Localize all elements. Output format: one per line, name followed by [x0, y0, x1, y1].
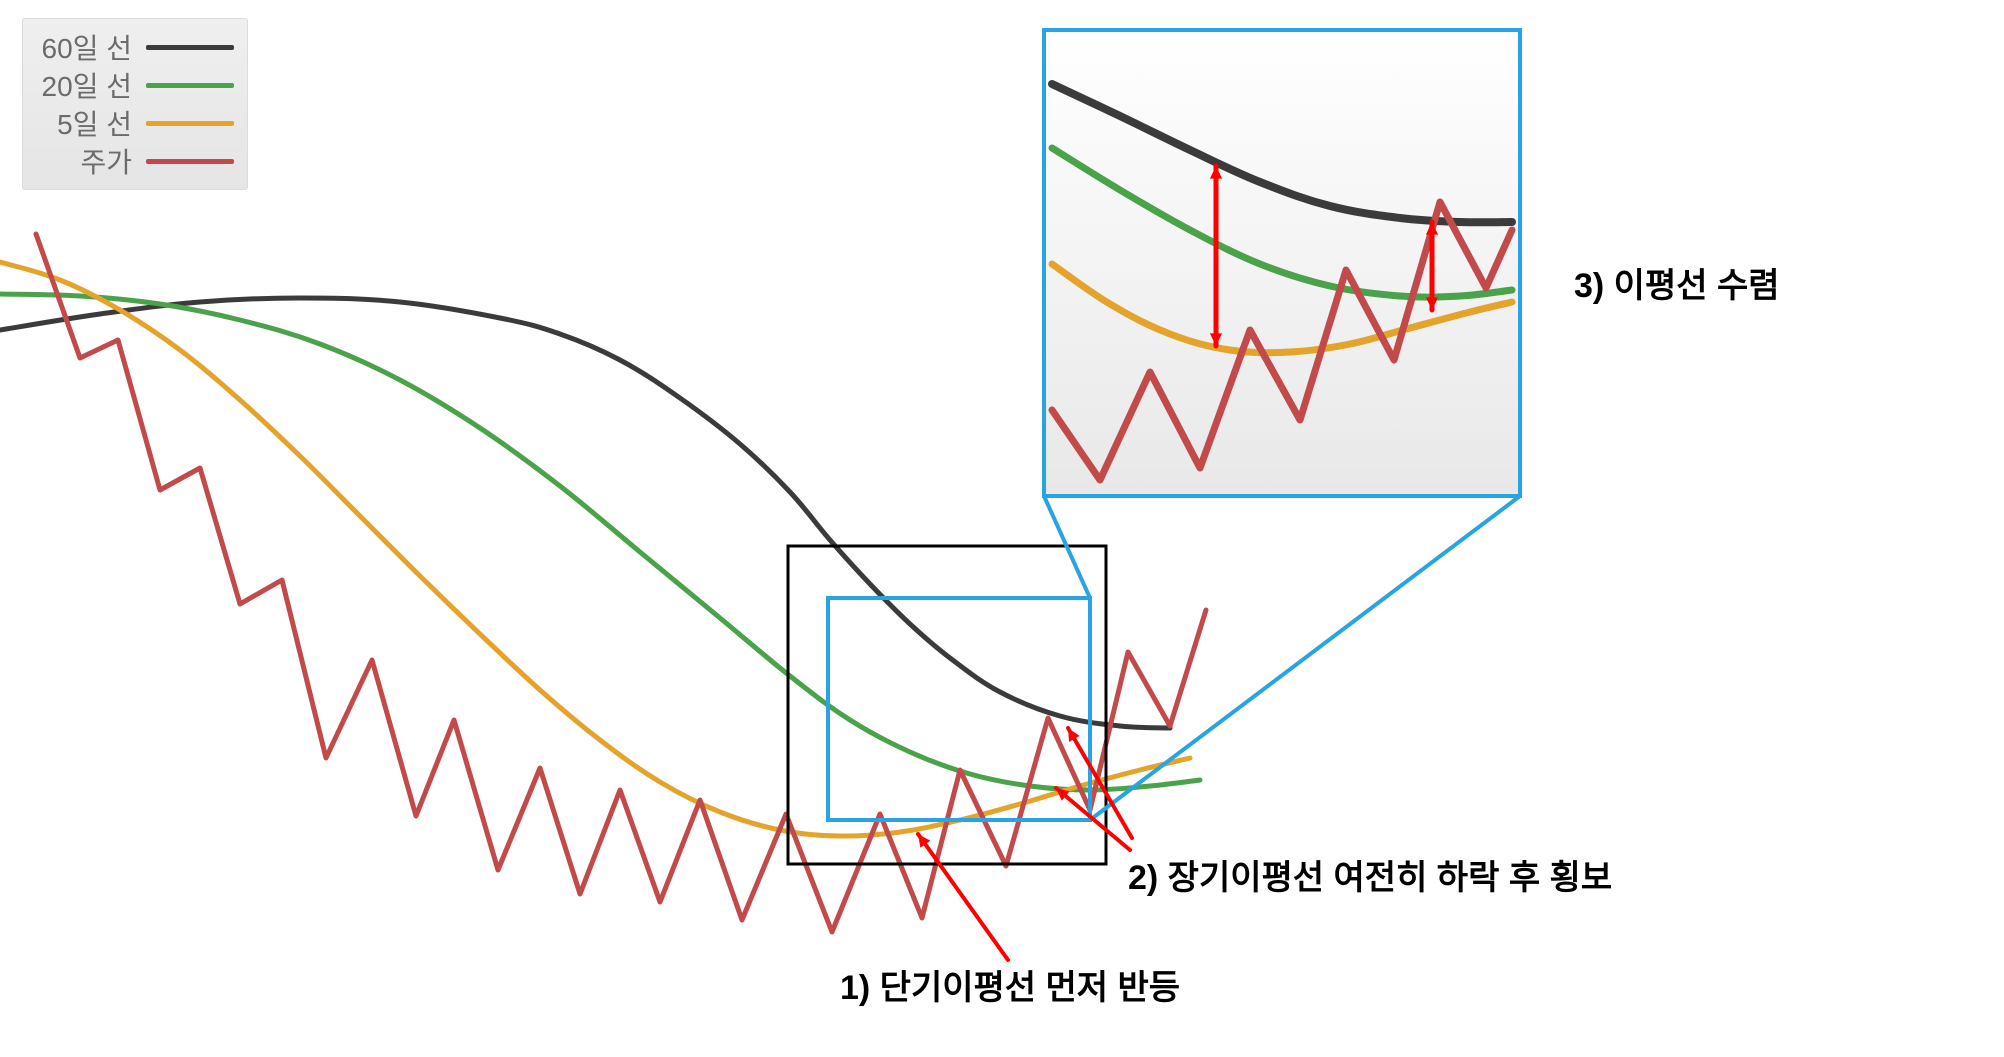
main-line-price — [36, 234, 1206, 932]
chart-svg — [0, 0, 2004, 1057]
zoom-connector-1 — [1090, 496, 1520, 820]
chart-canvas: 60일 선 20일 선 5일 선 주가 3) 이평선 수렴 2) 장기이평선 여… — [0, 0, 2004, 1057]
zoom-panel-box — [1044, 30, 1520, 496]
main-line-ma20 — [0, 294, 1200, 790]
main-line-ma60 — [0, 298, 1170, 728]
annotation-1-arrow — [918, 834, 1008, 960]
